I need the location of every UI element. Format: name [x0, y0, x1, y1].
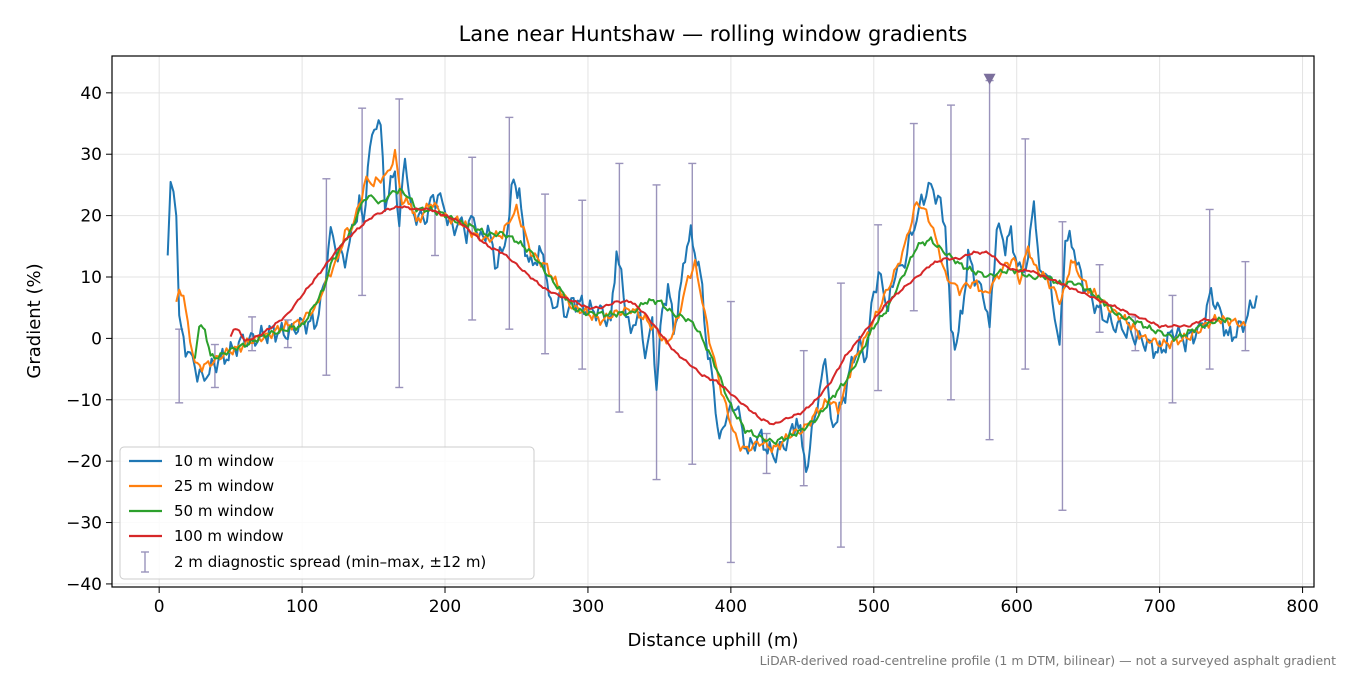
y-tick-label: 20 — [80, 207, 102, 227]
y-tick-label: 0 — [91, 329, 102, 349]
errorbar — [615, 162, 624, 413]
errorbar — [1205, 208, 1214, 370]
legend: 10 m window 25 m window 50 m window 100 … — [119, 446, 535, 580]
y-tick-label: 30 — [80, 145, 102, 165]
x-tick-label: 300 — [572, 597, 604, 617]
x-tick-label: 100 — [286, 597, 318, 617]
chart-footnote: LiDAR-derived road-centreline profile (1… — [760, 653, 1336, 668]
errorbar — [468, 156, 477, 321]
peak-marker — [983, 73, 996, 85]
errorbar — [175, 328, 184, 404]
errorbar — [985, 79, 994, 441]
x-tick-label: 800 — [1286, 597, 1318, 617]
plot-area — [166, 73, 1258, 564]
legend-label-errorbar: 2 m diagnostic spread (min–max, ±12 m) — [174, 553, 486, 571]
x-tick-label: 0 — [154, 597, 165, 617]
x-tick-label: 200 — [429, 597, 461, 617]
y-tick-label: −30 — [66, 514, 102, 534]
errorbar — [395, 98, 404, 389]
errorbar — [688, 162, 697, 465]
x-tick-label: 500 — [858, 597, 890, 617]
x-tick-label: 700 — [1143, 597, 1175, 617]
errorbar — [1168, 294, 1177, 404]
legend-label-100m: 100 m window — [174, 527, 284, 545]
errorbar — [874, 224, 883, 392]
plot-frame — [111, 55, 1315, 588]
series-line-3 — [193, 187, 1232, 445]
y-tick-label: −10 — [66, 391, 102, 411]
y-tick-label: 40 — [80, 84, 102, 104]
legend-label-10m: 10 m window — [174, 452, 274, 470]
errorbar — [836, 282, 845, 548]
legend-label-50m: 50 m window — [174, 502, 274, 520]
errorbar — [726, 300, 735, 564]
legend-label-25m: 25 m window — [174, 477, 274, 495]
series-line-2 — [175, 148, 1247, 454]
errorbar — [652, 184, 661, 481]
errorbar — [799, 349, 808, 487]
series-line-4 — [229, 205, 1218, 426]
errorbar — [1058, 221, 1067, 511]
x-tick-label: 600 — [1000, 597, 1032, 617]
legend-swatch-errorbar — [141, 551, 149, 573]
axes: 0 100 200 300 400 500 600 700 800 −40 −30 −20 −10 0 10… — [66, 84, 1319, 617]
y-tick-label: 10 — [80, 268, 102, 288]
legend-box — [119, 446, 535, 580]
x-axis-label: Distance uphill (m) — [628, 630, 799, 651]
errorbar — [1241, 260, 1250, 352]
x-tick-label: 400 — [715, 597, 747, 617]
errorbar — [946, 104, 955, 401]
y-tick-label: −40 — [66, 575, 102, 595]
y-axis-label: Gradient (%) — [24, 263, 45, 378]
errorbar — [578, 199, 587, 370]
chart-title: Lane near Huntshaw — rolling window grad… — [459, 22, 968, 46]
y-tick-label: −20 — [66, 452, 102, 472]
